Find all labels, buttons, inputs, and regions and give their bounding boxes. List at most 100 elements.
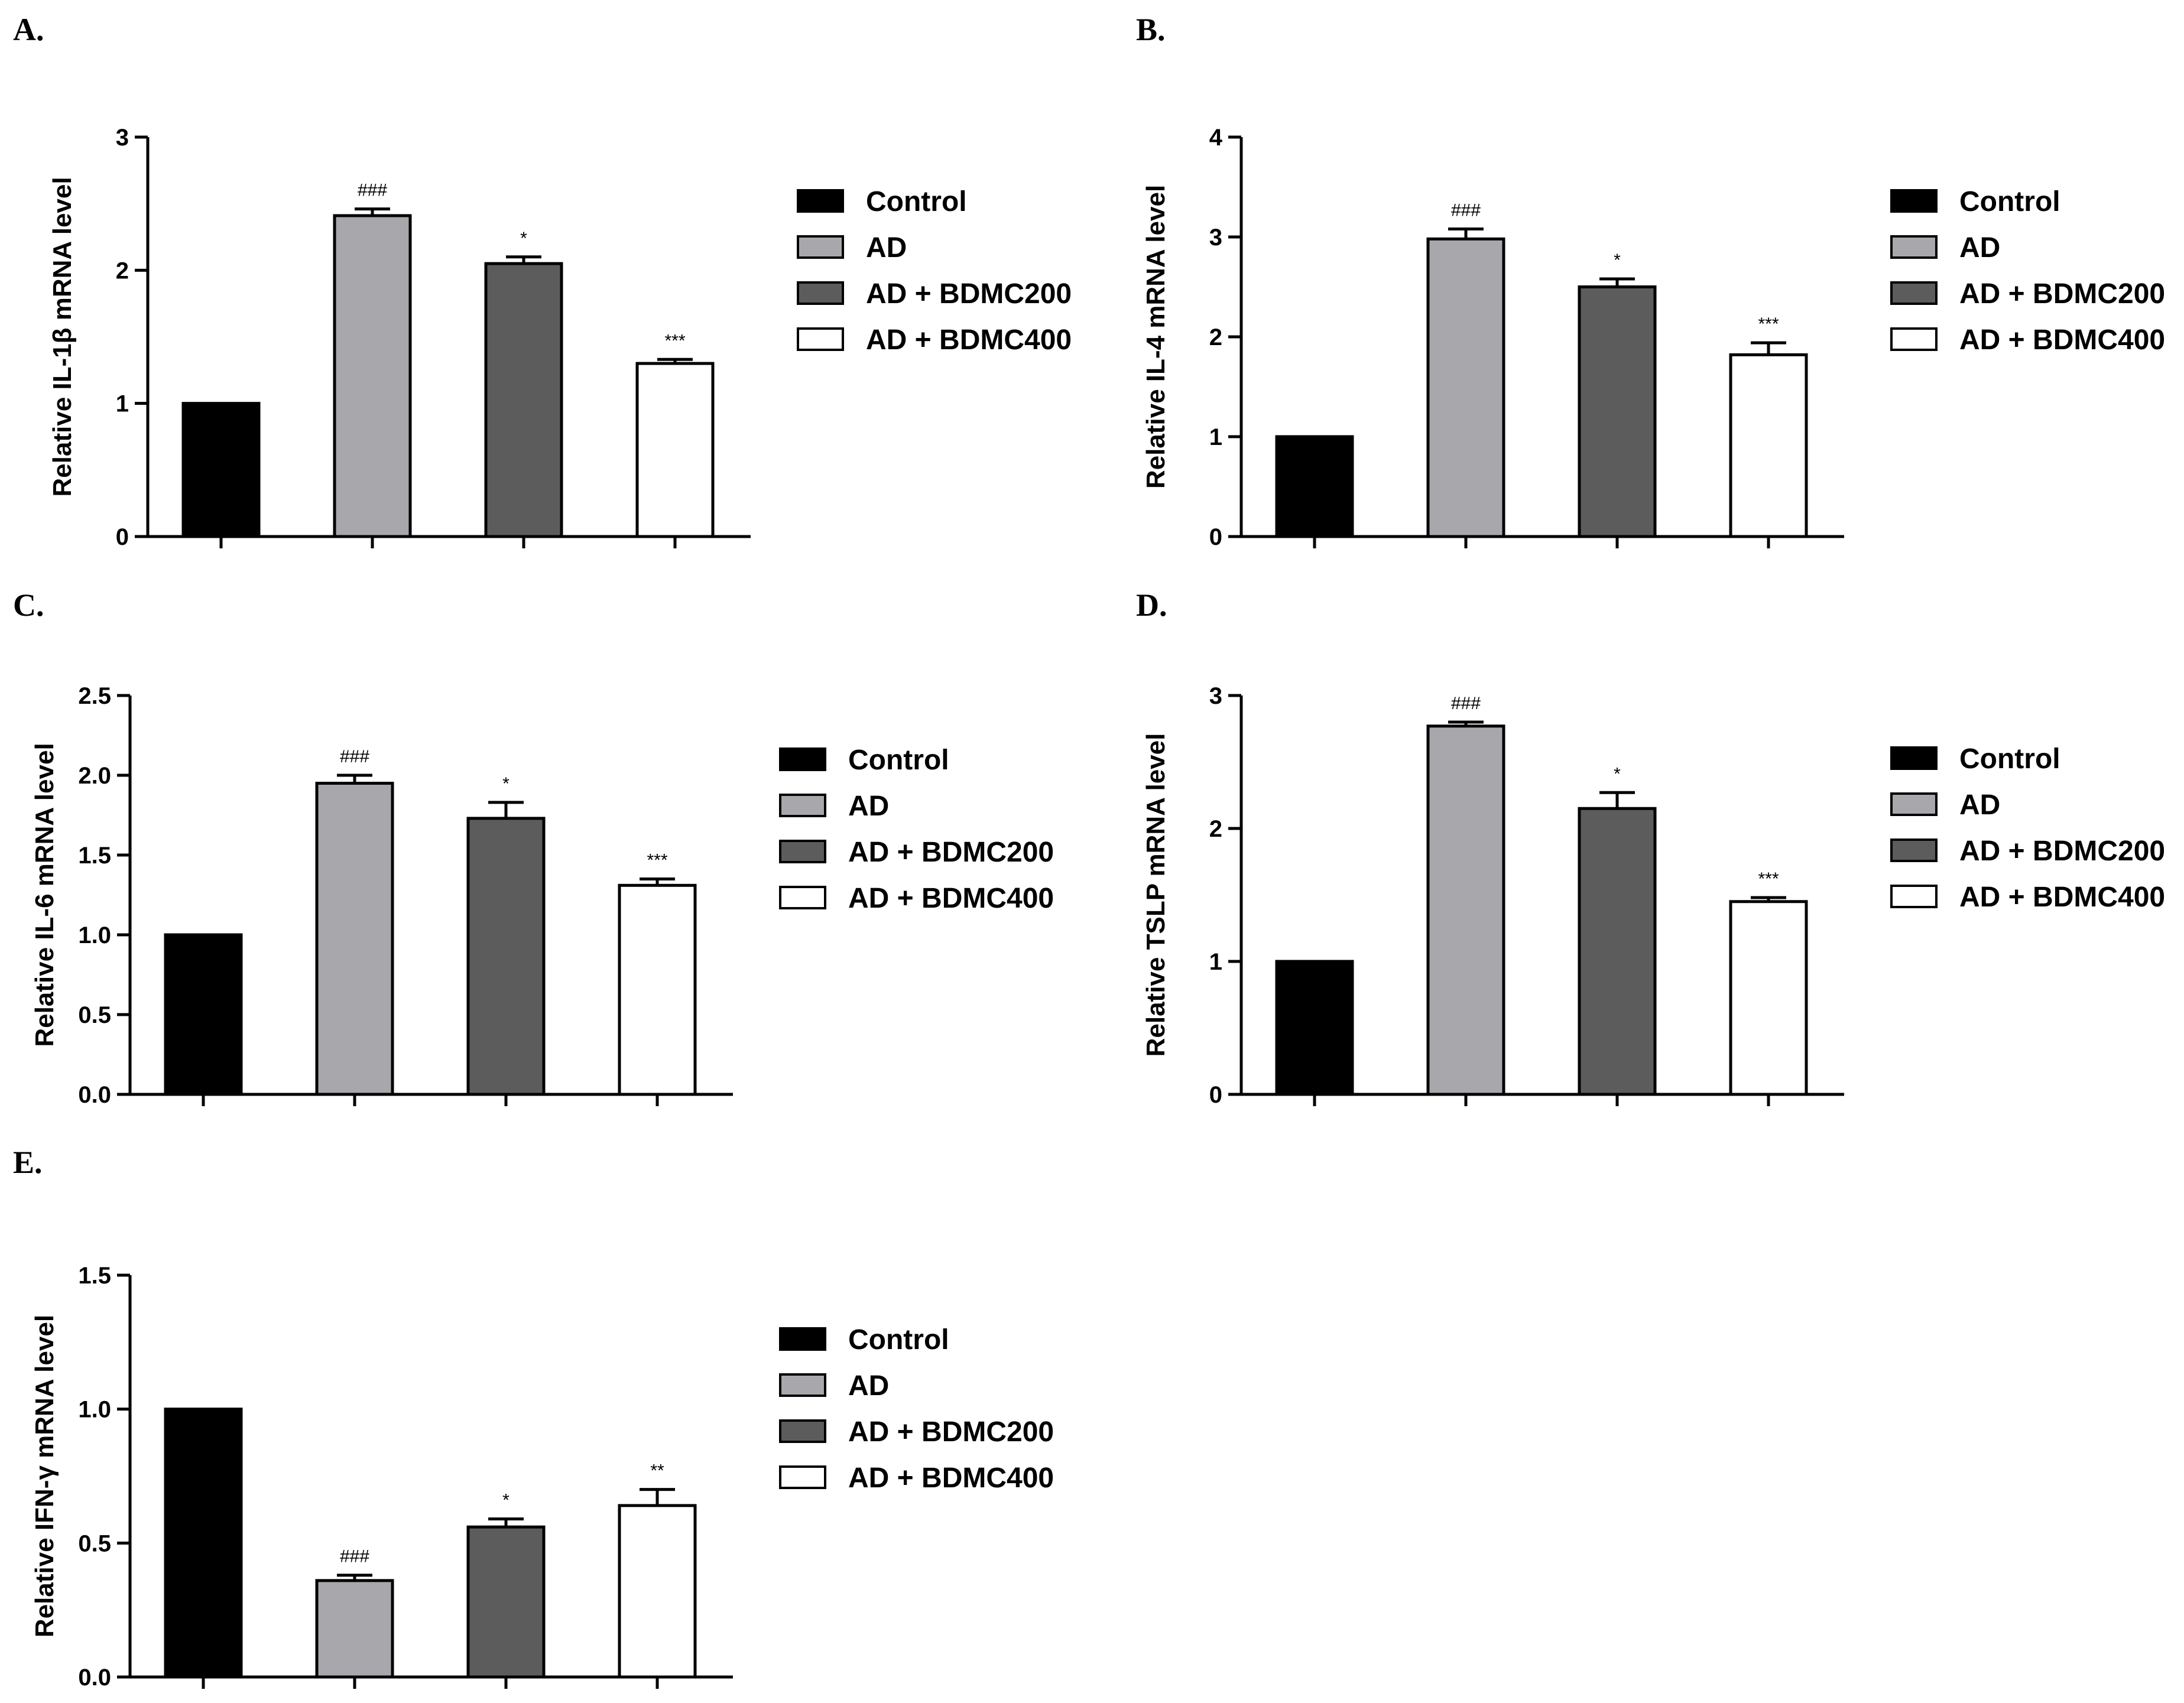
legend-swatch [797, 327, 844, 351]
bar-3 [1729, 900, 1808, 1096]
legend-label: Control [848, 745, 949, 776]
bar-2 [1578, 807, 1657, 1096]
legend-swatch [779, 840, 826, 863]
y-tick-label: 0.0 [78, 1082, 111, 1108]
bar-2 [1578, 285, 1657, 538]
significance-label: * [1614, 251, 1621, 270]
bar-1 [1426, 724, 1505, 1096]
y-tick-label: 0 [1209, 524, 1222, 550]
significance-label: ### [340, 1547, 369, 1566]
legend-label: AD + BDMC200 [1959, 278, 2165, 310]
legend-swatch [1890, 885, 1938, 908]
legend-label: AD + BDMC400 [848, 1462, 1054, 1494]
legend-label: AD + BDMC400 [1959, 324, 2165, 356]
bar-3 [635, 362, 715, 538]
bar-1 [333, 214, 412, 538]
bar-3 [618, 883, 697, 1096]
y-axis-label: Relative TSLP mRNA level [1141, 733, 1170, 1057]
bar-2 [484, 262, 563, 538]
legend-swatch [779, 794, 826, 817]
y-tick-label: 2.0 [78, 763, 111, 789]
legend-swatch [779, 1373, 826, 1397]
y-tick-label: 1 [1209, 949, 1222, 975]
bar-0 [164, 1408, 243, 1679]
y-tick-label: 0.0 [78, 1665, 111, 1691]
significance-label: * [502, 774, 510, 794]
legend-swatch [1890, 746, 1938, 770]
y-tick-label: 1.5 [78, 843, 111, 869]
legend-label: Control [1959, 743, 2060, 775]
significance-label: ** [650, 1461, 664, 1481]
significance-label: ### [1451, 694, 1481, 713]
legend-swatch [797, 281, 844, 305]
panel-label: C. [13, 587, 44, 623]
legend-label: AD + BDMC400 [848, 883, 1054, 914]
bar-2 [466, 817, 546, 1096]
legend-label: AD [1959, 789, 2000, 821]
y-tick-label: 0 [116, 524, 129, 550]
panel-label: E. [13, 1145, 43, 1180]
bar-0 [181, 402, 261, 538]
legend-label: Control [866, 186, 967, 217]
legend-swatch [1890, 235, 1938, 259]
y-tick-label: 3 [116, 125, 129, 151]
significance-label: * [502, 1491, 510, 1510]
significance-label: *** [647, 851, 667, 870]
significance-label: * [520, 229, 527, 248]
legend-label: AD [1959, 232, 2000, 264]
legend-label: Control [1959, 186, 2060, 217]
bar-1 [1426, 237, 1505, 538]
panel-label: A. [13, 12, 44, 47]
legend-label: AD [848, 1370, 889, 1402]
y-axis-label: Relative IL-1β mRNA level [48, 177, 77, 496]
panel-label: D. [1136, 587, 1167, 623]
y-tick-label: 0 [1209, 1082, 1222, 1108]
y-tick-label: 3 [1209, 225, 1222, 251]
y-tick-label: 2 [116, 258, 129, 284]
y-tick-label: 0.5 [78, 1530, 111, 1556]
y-tick-label: 1.0 [78, 1397, 111, 1423]
significance-label: *** [664, 331, 685, 350]
legend-swatch [1890, 792, 1938, 816]
legend-label: AD + BDMC400 [866, 324, 1072, 356]
y-axis-label: Relative IL-6 mRNA level [30, 743, 59, 1046]
legend-swatch [779, 886, 826, 909]
legend-swatch [779, 748, 826, 771]
y-tick-label: 0.5 [78, 1002, 111, 1028]
bar-2 [466, 1525, 546, 1679]
legend-label: AD + BDMC200 [848, 837, 1054, 868]
bar-0 [1275, 435, 1354, 538]
legend-swatch [779, 1465, 826, 1489]
legend-swatch [1890, 189, 1938, 213]
y-tick-label: 3 [1209, 683, 1222, 709]
bar-0 [1275, 960, 1354, 1096]
legend-label: AD + BDMC200 [866, 278, 1072, 310]
y-tick-label: 1.5 [78, 1263, 111, 1289]
significance-label: ### [1451, 200, 1481, 220]
legend-label: AD + BDMC400 [1959, 882, 2165, 913]
y-axis-label: Relative IFN-γ mRNA level [30, 1315, 59, 1637]
bar-1 [315, 782, 394, 1096]
chart-panel-c: C. 0.0 0.5 1.0 1.5 2.0 2.5 Relative IL-6 mRNA l… [13, 587, 1054, 1108]
y-tick-label: 1 [116, 391, 129, 417]
bar-3 [618, 1504, 697, 1679]
legend-label: AD [866, 232, 907, 264]
legend-label: Control [848, 1324, 949, 1356]
y-axis-label: Relative IL-4 mRNA level [1141, 185, 1170, 489]
legend-swatch [1890, 838, 1938, 862]
legend-swatch [797, 235, 844, 259]
significance-label: *** [1758, 869, 1779, 889]
y-tick-label: 2.5 [78, 683, 111, 709]
legend-label: AD + BDMC200 [1959, 836, 2165, 867]
legend-label: AD + BDMC200 [848, 1416, 1054, 1448]
bar-1 [315, 1579, 394, 1679]
legend-swatch [797, 189, 844, 213]
bar-3 [1729, 353, 1808, 538]
y-tick-label: 2 [1209, 324, 1222, 350]
chart-panel-e: E. 0.0 0.5 1.0 1.5 Relative IFN-γ mRNA level #… [13, 1145, 1054, 1691]
y-tick-label: 2 [1209, 816, 1222, 842]
bar-0 [164, 933, 243, 1096]
